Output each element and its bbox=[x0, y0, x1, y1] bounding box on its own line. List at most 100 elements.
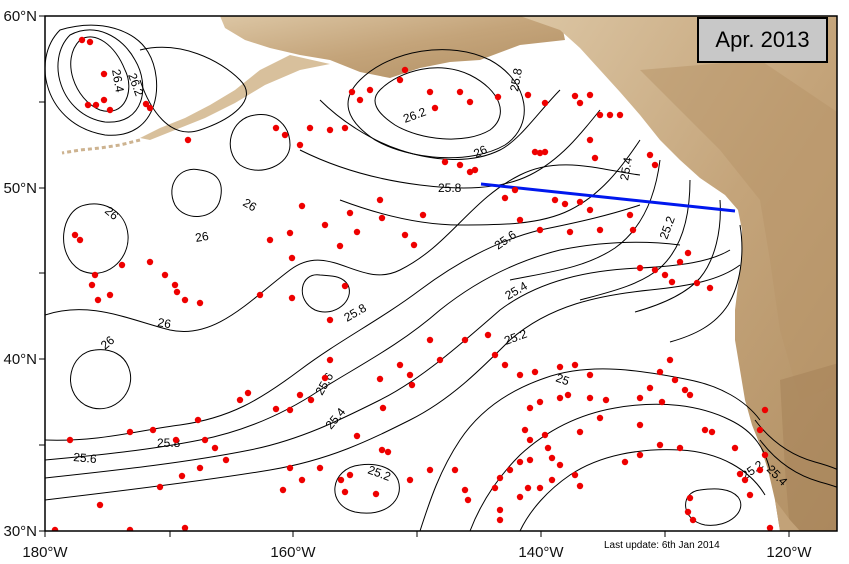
float-dot-icon bbox=[298, 202, 306, 210]
lon-tick-label: 120°W bbox=[766, 544, 812, 561]
float-dot-icon bbox=[281, 131, 289, 139]
contour-label: 25.4 bbox=[617, 156, 635, 182]
float-dot-icon bbox=[536, 149, 544, 157]
float-dot-icon bbox=[286, 406, 294, 414]
float-dot-icon bbox=[384, 448, 392, 456]
float-dot-icon bbox=[626, 211, 634, 219]
float-dot-icon bbox=[548, 476, 556, 484]
float-dot-icon bbox=[37, 467, 43, 473]
float-dot-icon bbox=[341, 282, 349, 290]
lat-tick-label: 50°N bbox=[3, 180, 37, 197]
contour-line bbox=[301, 274, 350, 313]
float-dot-icon bbox=[272, 405, 280, 413]
float-dot-icon bbox=[516, 493, 524, 501]
float-dot-icon bbox=[602, 396, 610, 404]
contour-label: 26 bbox=[156, 315, 172, 331]
land-masses bbox=[61, 16, 837, 531]
float-dot-icon bbox=[466, 98, 474, 106]
float-dot-icon bbox=[693, 279, 701, 287]
float-dot-icon bbox=[401, 66, 409, 74]
float-dot-icon bbox=[431, 104, 439, 112]
lat-tick-label: 60°N bbox=[3, 8, 37, 25]
float-dot-icon bbox=[596, 111, 604, 119]
float-dot-icon bbox=[94, 296, 102, 304]
float-dot-icon bbox=[106, 106, 114, 114]
float-dot-icon bbox=[306, 124, 314, 132]
float-dot-icon bbox=[761, 406, 769, 414]
float-dot-icon bbox=[88, 281, 96, 289]
land-alaska bbox=[220, 16, 565, 78]
float-dot-icon bbox=[288, 254, 296, 262]
float-dot-icon bbox=[78, 36, 86, 44]
float-dot-icon bbox=[701, 426, 709, 434]
float-dot-icon bbox=[401, 231, 409, 239]
float-dot-icon bbox=[353, 228, 361, 236]
float-dot-icon bbox=[356, 96, 364, 104]
contour-label: 26.4 bbox=[109, 68, 127, 94]
lat-tick-label: 30°N bbox=[3, 523, 37, 540]
float-dot-icon bbox=[646, 151, 654, 159]
contour-label: 25.8 bbox=[438, 181, 462, 195]
lon-tick-label: 160°W bbox=[270, 544, 316, 561]
float-dot-icon bbox=[456, 88, 464, 96]
float-dot-icon bbox=[484, 331, 492, 339]
float-dot-icon bbox=[561, 200, 569, 208]
lat-tick-label: 40°N bbox=[3, 351, 37, 368]
float-dot-icon bbox=[636, 451, 644, 459]
float-dot-icon bbox=[496, 474, 504, 482]
float-dot-icon bbox=[686, 391, 694, 399]
float-dot-icon bbox=[279, 486, 287, 494]
contour-label: 25.6 bbox=[73, 450, 98, 466]
float-dot-icon bbox=[576, 198, 584, 206]
float-dot-icon bbox=[576, 482, 584, 490]
float-dot-icon bbox=[591, 154, 599, 162]
float-dot-icon bbox=[96, 501, 104, 509]
float-dot-icon bbox=[326, 316, 334, 324]
float-dot-icon bbox=[496, 506, 504, 514]
float-dot-icon bbox=[321, 374, 329, 382]
contour-line bbox=[70, 36, 130, 112]
float-dot-icon bbox=[761, 451, 769, 459]
float-dot-icon bbox=[526, 404, 534, 412]
float-dot-icon bbox=[668, 278, 676, 286]
land-highlands bbox=[640, 60, 837, 400]
float-dot-icon bbox=[181, 296, 189, 304]
date-badge: Apr. 2013 bbox=[697, 17, 828, 63]
float-dot-icon bbox=[656, 368, 664, 376]
float-dot-icon bbox=[676, 444, 684, 452]
float-dot-icon bbox=[316, 464, 324, 472]
float-dot-icon bbox=[146, 104, 154, 112]
float-dot-icon bbox=[731, 444, 739, 452]
float-dot-icon bbox=[496, 516, 504, 524]
float-dot-icon bbox=[656, 441, 664, 449]
contour-line bbox=[754, 419, 837, 470]
float-dot-icon bbox=[531, 368, 539, 376]
float-dot-icon bbox=[629, 226, 637, 234]
float-dot-icon bbox=[586, 371, 594, 379]
contour-line bbox=[509, 159, 661, 281]
float-dot-icon bbox=[746, 491, 754, 499]
float-dot-icon bbox=[146, 258, 154, 266]
float-dot-icon bbox=[341, 124, 349, 132]
float-dot-icon bbox=[516, 458, 524, 466]
lon-tick-label: 180°W bbox=[22, 544, 68, 561]
float-dot-icon bbox=[564, 391, 572, 399]
float-dot-icon bbox=[501, 194, 509, 202]
float-dot-icon bbox=[586, 394, 594, 402]
float-dot-icon bbox=[636, 421, 644, 429]
float-dot-icon bbox=[406, 371, 414, 379]
float-dot-icon bbox=[606, 111, 614, 119]
float-dot-icon bbox=[426, 336, 434, 344]
axis-ticks bbox=[39, 15, 790, 537]
float-dot-icon bbox=[756, 466, 764, 474]
float-dot-icon bbox=[408, 381, 416, 389]
float-dot-icon bbox=[426, 88, 434, 96]
float-dot-icon bbox=[541, 99, 549, 107]
float-dot-icon bbox=[494, 93, 502, 101]
float-dot-icon bbox=[376, 196, 384, 204]
last-update-note: Last update: 6th Jan 2014 bbox=[604, 540, 720, 551]
contour-line bbox=[299, 109, 601, 189]
float-dot-icon bbox=[586, 206, 594, 214]
float-dot-icon bbox=[86, 38, 94, 46]
float-dot-icon bbox=[266, 236, 274, 244]
